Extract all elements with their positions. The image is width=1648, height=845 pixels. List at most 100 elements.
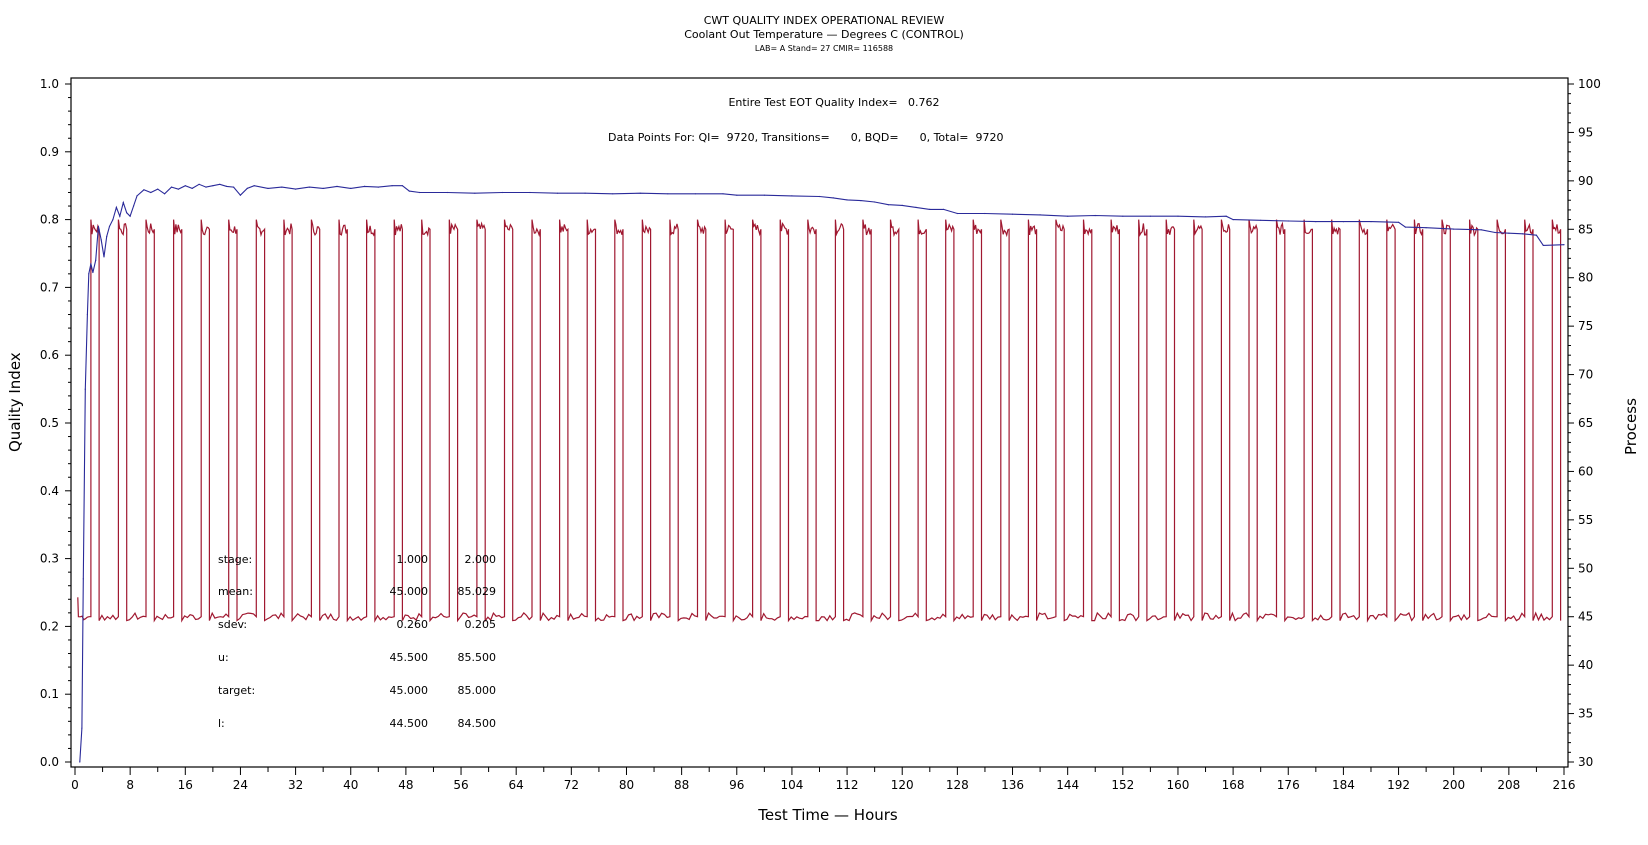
- quality-index-point: [984, 212, 986, 215]
- quality-index-point: [239, 194, 241, 196]
- quality-index-point: [1094, 214, 1096, 217]
- quality-index-point: [1453, 228, 1455, 230]
- quality-index-point: [1204, 216, 1207, 218]
- x-tick-label: 40: [343, 778, 358, 792]
- quality-index-point: [887, 204, 890, 206]
- quality-index-point: [763, 194, 766, 196]
- y2-tick-label: 30: [1578, 755, 1593, 769]
- quality-index-point: [363, 185, 366, 187]
- y2-tick-label: 90: [1578, 174, 1593, 188]
- x-tick-label: 120: [891, 778, 914, 792]
- quality-index-point: [556, 192, 559, 194]
- y2-tick-label: 85: [1578, 222, 1593, 236]
- quality-index-point: [529, 191, 531, 194]
- x-tick-label: 64: [509, 778, 524, 792]
- x-tick-label: 136: [1001, 778, 1024, 792]
- quality-index-point: [736, 194, 738, 196]
- x-tick-label: 48: [398, 778, 413, 792]
- x-tick-label: 112: [836, 778, 859, 792]
- series-process-line: [77, 219, 1562, 623]
- quality-index-point: [205, 186, 207, 188]
- quality-index-point: [86, 313, 88, 316]
- y-tick-label: 0.1: [40, 687, 59, 701]
- y-tick-label: 0.9: [40, 145, 59, 159]
- quality-index-point: [1563, 244, 1565, 246]
- chart-subtitle-lab: LAB= A Stand= 27 CMIR= 116588: [754, 44, 894, 53]
- quality-index-point: [722, 193, 724, 195]
- quality-index-point: [103, 256, 105, 258]
- x-tick-label: 104: [780, 778, 803, 792]
- x-tick-label: 16: [178, 778, 193, 792]
- stats-row-stage1-value: 45.000: [389, 684, 429, 697]
- quality-index-point: [1260, 219, 1262, 221]
- plot-frame: [70, 77, 1569, 768]
- quality-index-point: [308, 186, 310, 188]
- quality-index-point: [82, 578, 84, 580]
- quality-index-point: [92, 271, 94, 274]
- x-tick-label: 128: [946, 778, 969, 792]
- y-tick-label: 1.0: [40, 77, 59, 91]
- y2-tick-label: 35: [1578, 707, 1593, 721]
- stats-row-stage2-value: 84.500: [457, 717, 497, 730]
- quality-index-point: [584, 192, 586, 194]
- quality-index-point: [1225, 215, 1227, 217]
- quality-index-point: [150, 191, 152, 194]
- quality-index-point: [791, 195, 793, 197]
- quality-index-point: [915, 206, 917, 208]
- y2-tick-label: 75: [1578, 319, 1593, 333]
- quality-index-point: [198, 183, 200, 185]
- quality-index-point: [901, 204, 903, 206]
- stats-row-label: u:: [218, 651, 229, 664]
- quality-index-point: [191, 187, 193, 189]
- quality-index-point: [170, 186, 173, 188]
- quality-index-point: [1067, 215, 1069, 217]
- quality-index-point: [88, 273, 90, 275]
- y-axis-label-left: Quality Index: [6, 352, 24, 452]
- y2-tick-label: 40: [1578, 658, 1593, 672]
- series-quality-index-line: [79, 183, 1565, 763]
- quality-index-point: [253, 185, 255, 187]
- y2-tick-label: 55: [1578, 513, 1593, 527]
- quality-index-point: [667, 193, 669, 195]
- quality-index-point: [212, 185, 214, 187]
- quality-index-point: [126, 212, 128, 214]
- quality-index-point: [122, 202, 124, 204]
- quality-index-point: [246, 187, 248, 189]
- y-tick-label: 0.3: [40, 552, 59, 566]
- quality-index-point: [1177, 215, 1179, 217]
- x-tick-label: 216: [1553, 778, 1576, 792]
- quality-index-point: [112, 219, 114, 221]
- x-tick-label: 24: [233, 778, 248, 792]
- quality-index-point: [1370, 221, 1372, 223]
- x-tick-label: 0: [71, 778, 79, 792]
- quality-index-point: [322, 187, 324, 189]
- y2-tick-label: 95: [1578, 125, 1593, 139]
- x-axis-label: Test Time — Hours: [758, 806, 898, 824]
- y-tick-label: 0.8: [40, 213, 59, 227]
- stats-row-stage1-value: 44.500: [389, 717, 429, 730]
- quality-index-point: [164, 193, 166, 195]
- quality-index-point: [133, 205, 135, 207]
- quality-index-point: [943, 208, 945, 210]
- stats-row-label: mean:: [218, 585, 253, 598]
- quality-index-point: [226, 185, 228, 187]
- stats-row-stage2-value: 85.500: [457, 651, 497, 664]
- quality-index-point: [97, 225, 99, 227]
- chart-subtitle: Coolant Out Temperature — Degrees C (CON…: [684, 28, 964, 41]
- quality-index-point: [474, 192, 476, 194]
- quality-index-point: [129, 215, 131, 217]
- quality-index-point: [846, 199, 848, 201]
- quality-index-point: [184, 185, 186, 187]
- x-tick-label: 160: [1167, 778, 1190, 792]
- quality-index-point: [79, 761, 81, 763]
- chart-title: CWT QUALITY INDEX OPERATIONAL REVIEW: [703, 14, 945, 27]
- quality-index-point: [1508, 232, 1510, 234]
- quality-index-point: [419, 191, 421, 194]
- y-tick-label: 0.6: [40, 348, 59, 362]
- x-tick-label: 184: [1332, 778, 1355, 792]
- x-tick-label: 152: [1111, 778, 1134, 792]
- x-tick-label: 8: [126, 778, 134, 792]
- quality-index-point: [177, 188, 179, 190]
- quality-index-point: [1425, 227, 1427, 229]
- quality-index-point: [136, 195, 138, 197]
